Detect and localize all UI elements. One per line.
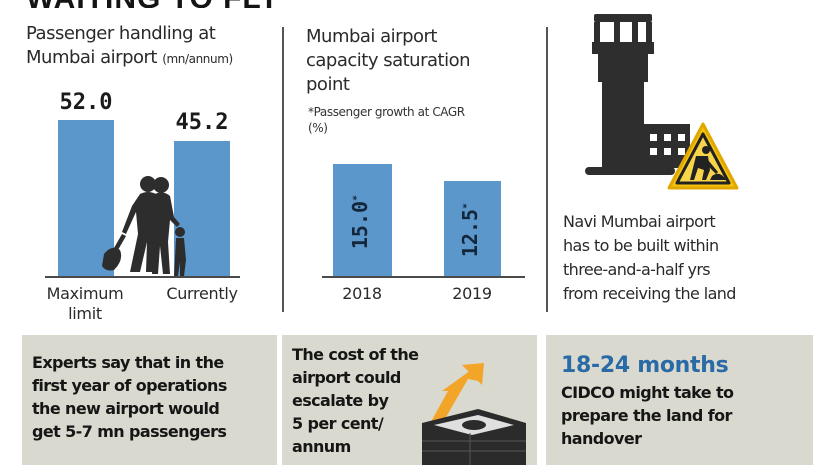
panel-experts-text: Experts say that in the first year of op… [32,353,227,441]
side-info-line: three-and-a-half yrs [563,260,711,279]
bar-2018 [333,164,392,276]
side-info-line: has to be built within [563,236,719,255]
chart2-baseline [322,276,525,278]
panel-experts: Experts say that in the first year of op… [22,335,277,465]
panel-cost: The cost of the airport could escalate b… [282,335,537,465]
chart1-unit: (mn/annum) [162,52,233,66]
category-label-2018: 2018 [342,284,382,303]
family-luggage-icon [102,176,186,276]
headline: WAITING TO FLY [26,0,280,8]
panel-cost-text: The cost of the airport could escalate b… [292,345,419,456]
air-traffic-tower-icon [592,14,690,168]
bar-value-2019: 12.5* [458,202,482,258]
bar-maximum-limit [58,120,114,276]
chart1-baseline [45,276,240,278]
bar-value-maximum: 52.0 [59,90,113,115]
side-info-line: Navi Mumbai airport [563,212,716,231]
column-divider-2 [546,27,548,312]
panel-cidco: 18-24 months CIDCO might take to prepare… [546,335,813,465]
construction-warning-icon [667,122,739,190]
chart2-note: *Passenger growth at CAGR (%) [308,105,465,135]
category-label-maximum-limit: Maximum limit [46,284,124,323]
panel-cidco-text: CIDCO might take to prepare the land for… [561,383,734,448]
chart2-title-line3: point [306,74,350,95]
chart1-title: Passenger handling at Mumbai airport (mn… [26,22,286,71]
chart1-title-line2: Mumbai airport (mn/annum) [26,47,233,68]
chart2-title: Mumbai airport capacity saturation point [306,25,546,97]
chart1-title-line1: Passenger handling at [26,23,216,44]
chart2-title-line2: capacity saturation [306,50,471,71]
category-label-currently: Currently [166,284,238,303]
column-divider-1 [282,27,284,312]
bar-value-2018: 15.0* [348,194,372,250]
money-stack-rising-arrow-icon [422,363,526,465]
side-info-line: from receiving the land [563,284,736,303]
bar-value-currently: 45.2 [175,110,229,135]
bar-2019 [444,181,501,276]
category-label-2019: 2019 [452,284,492,303]
panel-cidco-highlight: 18-24 months [561,353,729,378]
chart2-title-line1: Mumbai airport [306,26,437,47]
runway-icon [585,167,675,175]
side-info-text: Navi Mumbai airport has to be built with… [563,210,803,306]
